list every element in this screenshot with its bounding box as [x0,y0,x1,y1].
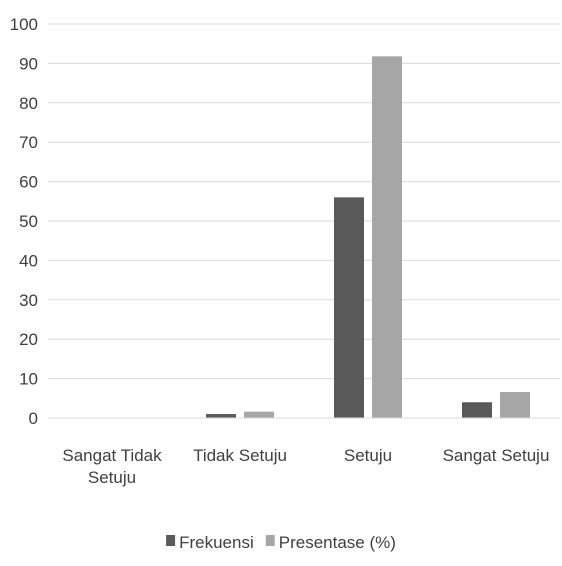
bar-frekuensi-1 [206,414,236,418]
legend-label-frekuensi: Frekuensi [179,533,254,552]
bars [206,56,530,419]
y-tick-label: 0 [29,409,38,428]
x-category-label-line: Setuju [88,468,136,487]
bar-presentase-2 [372,56,402,419]
y-tick-label: 30 [19,291,38,310]
y-tick-label: 90 [19,54,38,73]
y-tick-label: 50 [19,212,38,231]
legend-label-presentase: Presentase (%) [279,533,396,552]
x-category-label: Sangat Tidak Setuju [62,446,162,487]
x-category-label: Setuju [344,446,392,465]
y-tick-label: 70 [19,133,38,152]
legend-swatch-presentase [265,535,275,546]
x-category-label-line: Tidak Setuju [193,446,287,465]
legend-swatch-frekuensi [166,535,176,546]
bar-presentase-1 [244,411,274,418]
x-category-label-line: Sangat Setuju [443,446,550,465]
y-tick-label: 100 [10,15,38,34]
bar-presentase-3 [500,391,530,418]
y-tick-label: 40 [19,251,38,270]
legend: Frekuensi Presentase (%) [166,533,396,552]
y-tick-label: 20 [19,330,38,349]
x-category-label: Tidak Setuju [193,446,287,465]
x-category-label: Sangat Setuju [443,446,550,465]
x-category-label-line: Sangat Tidak [62,446,162,465]
y-tick-label: 80 [19,94,38,113]
bar-frekuensi-3 [462,402,492,418]
y-axis-ticks: 0 10 20 30 40 50 60 70 80 90 100 [10,15,38,428]
x-category-label-line: Setuju [344,446,392,465]
gridlines [48,23,560,380]
y-tick-label: 60 [19,173,38,192]
bar-frekuensi-2 [334,197,364,418]
y-tick-label: 10 [19,370,38,389]
